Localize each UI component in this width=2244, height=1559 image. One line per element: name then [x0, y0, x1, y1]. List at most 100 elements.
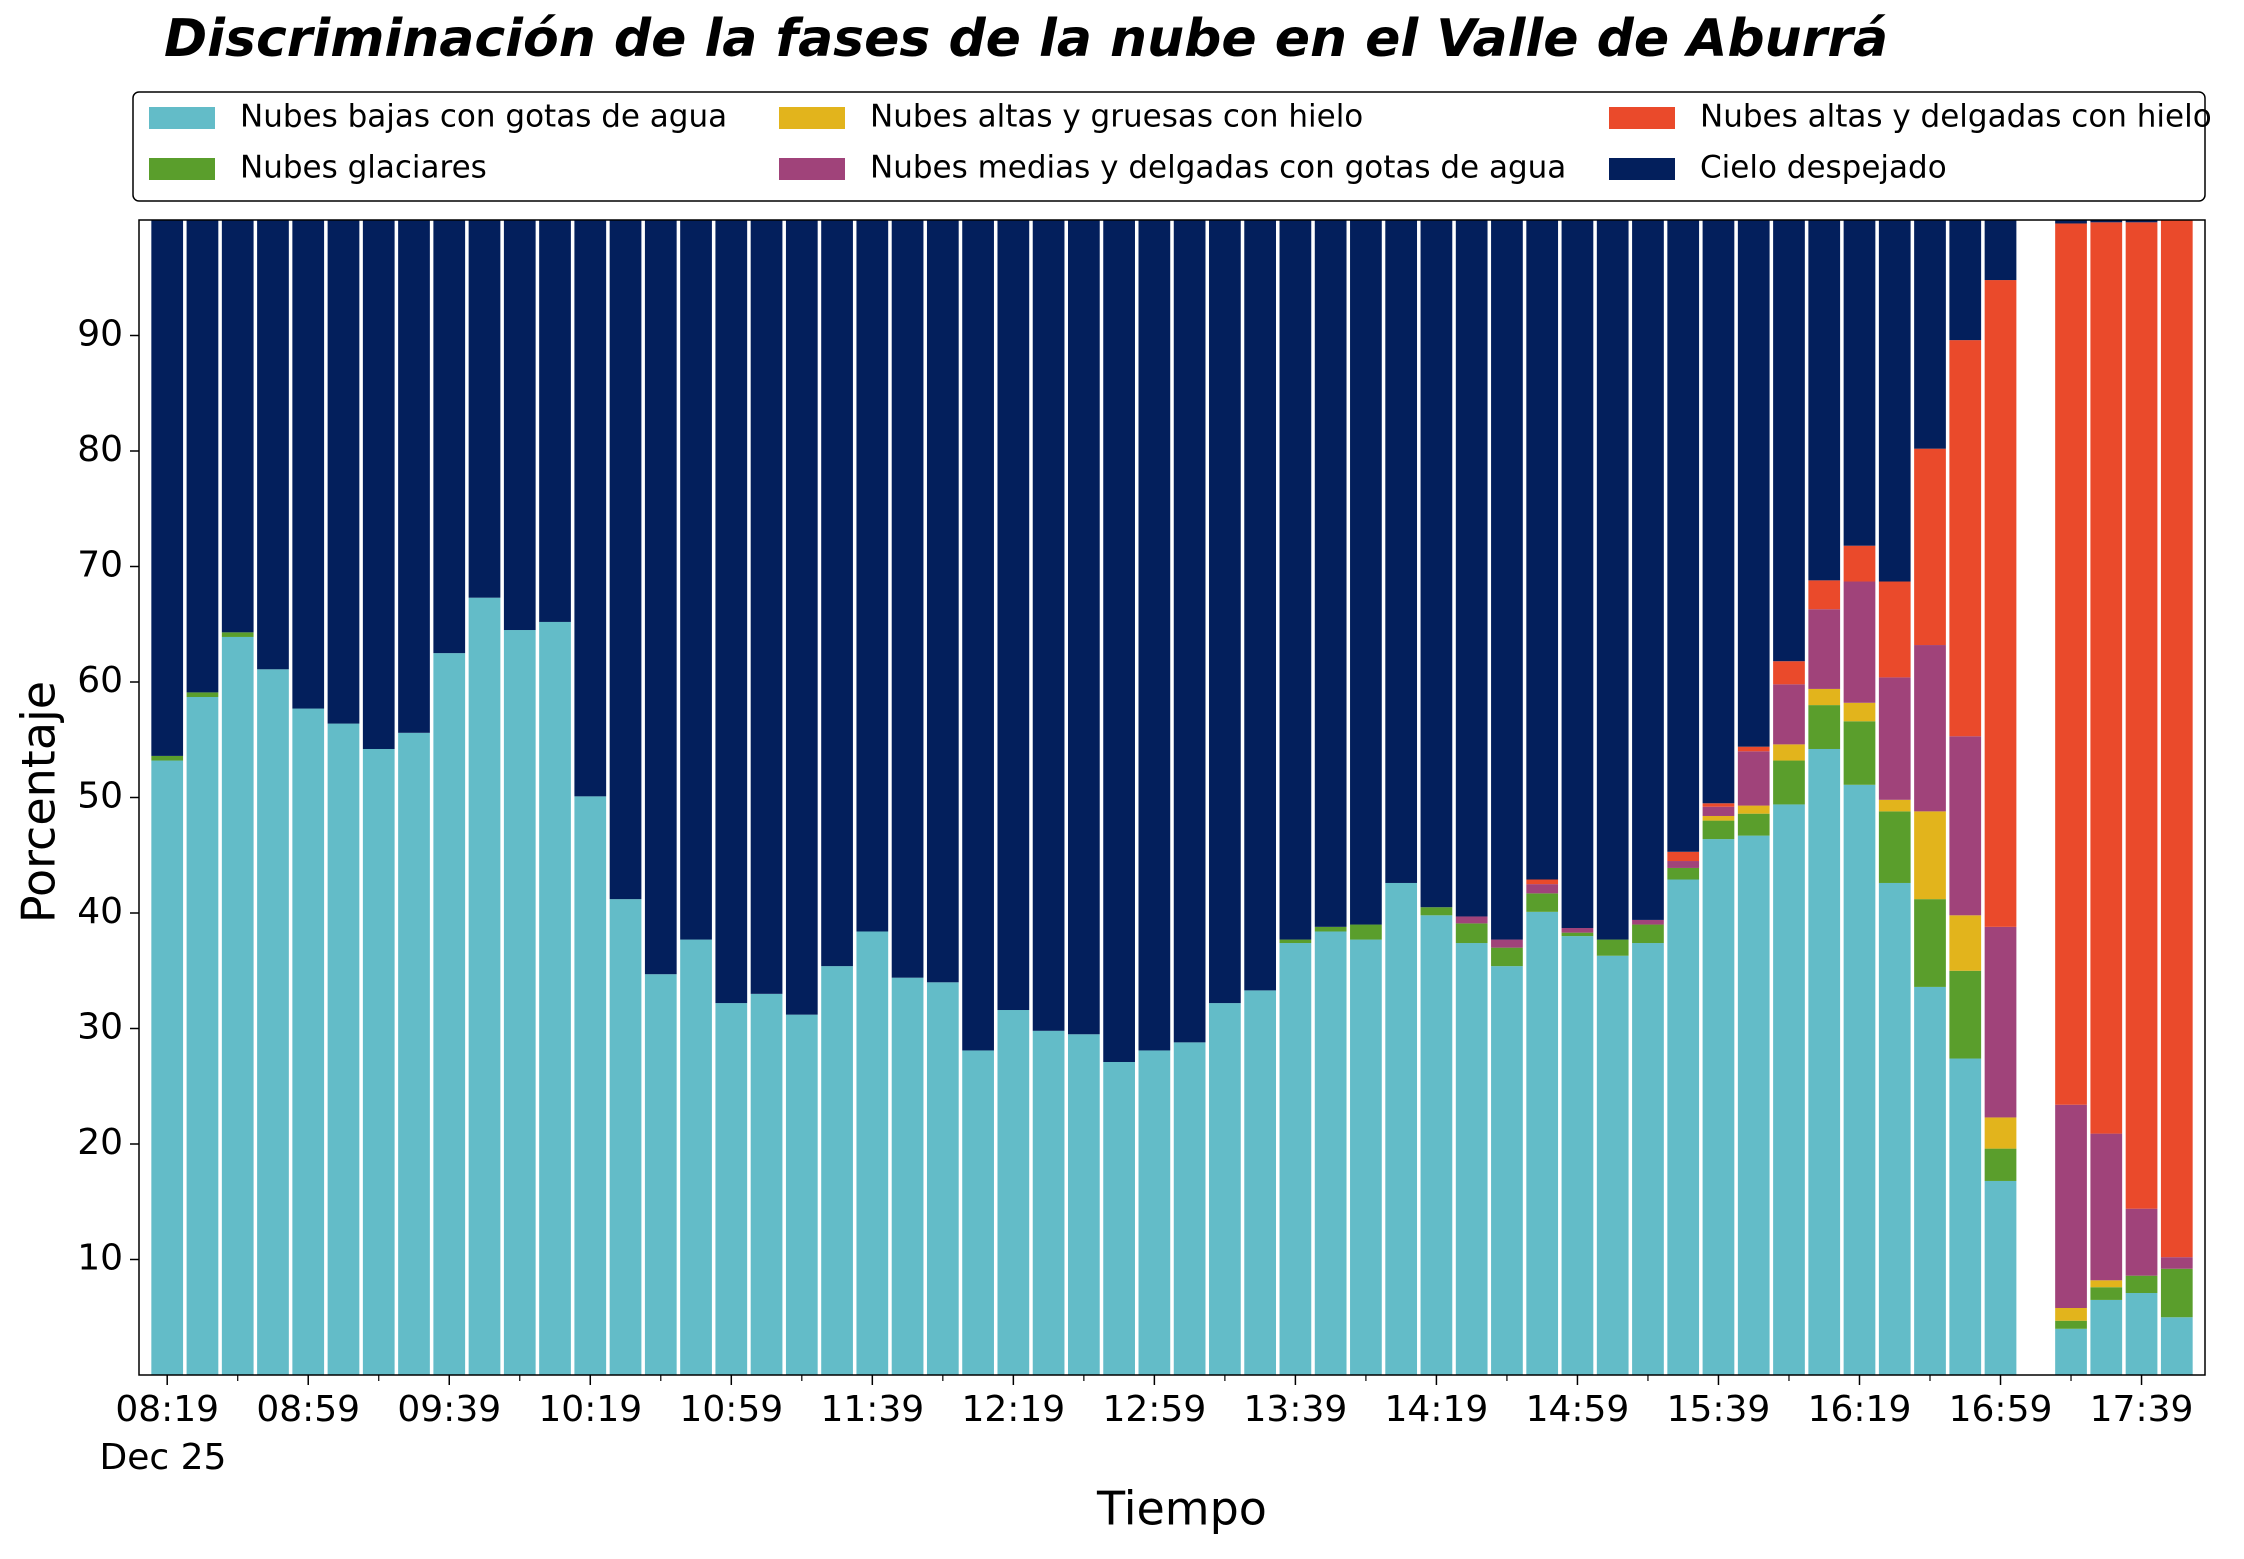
bar-segment: [1702, 839, 1735, 1375]
bar-segment: [1067, 220, 1100, 1035]
bar-segment: [539, 621, 571, 1375]
bar-segment: [1420, 220, 1453, 908]
bar-segment: [2160, 1317, 2193, 1375]
bar-segment: [1773, 804, 1805, 1375]
bar-segment: [1843, 545, 1876, 582]
bar-segment: [1526, 879, 1559, 885]
bar-segment: [1667, 879, 1700, 1375]
bar-segment: [186, 220, 219, 693]
bar-segment: [1491, 947, 1523, 967]
bar-segment: [644, 220, 677, 975]
bar-segment: [1702, 820, 1735, 840]
bar-segment: [1314, 926, 1347, 932]
bar-segment: [1808, 705, 1841, 749]
bar-segment: [221, 220, 254, 633]
bar-segment: [750, 993, 783, 1375]
legend-label: Nubes bajas con gotas de agua: [240, 99, 727, 135]
bar-segment: [1878, 882, 1911, 1375]
bar-segment: [2090, 220, 2123, 223]
bar-segment: [1491, 966, 1523, 1375]
bar-segment: [186, 692, 219, 698]
bar-segment: [2090, 222, 2123, 1134]
bar-segment: [1561, 936, 1594, 1375]
bar-segment: [1949, 220, 1982, 341]
bar-segment: [1350, 924, 1382, 940]
bar-segment: [785, 1014, 818, 1375]
bar-segment: [1949, 915, 1982, 971]
legend-swatch: [149, 107, 215, 129]
bar-segment: [1526, 893, 1559, 912]
bar-segment: [1737, 813, 1770, 836]
x-tick-label: 12:59: [1102, 1389, 1206, 1430]
bar-segment: [1350, 220, 1382, 925]
bar-segment: [1632, 919, 1664, 925]
bar-segment: [1773, 661, 1805, 685]
y-tick-label: 40: [77, 891, 123, 932]
y-tick-label: 70: [77, 545, 123, 586]
x-tick-label: 10:59: [679, 1389, 783, 1430]
bar-segment: [1632, 943, 1664, 1375]
bar-segment: [574, 220, 607, 797]
bar-segment: [327, 723, 360, 1375]
bar-segment: [1808, 748, 1841, 1375]
bar-segment: [1491, 939, 1523, 948]
bar-segment: [1984, 1117, 2017, 1149]
x-tick-label: 16:59: [1949, 1389, 2053, 1430]
bar-segment: [644, 974, 677, 1375]
legend-swatch: [779, 158, 845, 180]
x-tick-label: 14:59: [1526, 1389, 1630, 1430]
bar-segment: [1244, 220, 1277, 991]
bar-segment: [1455, 220, 1488, 917]
x-tick-label: 08:19: [115, 1389, 219, 1430]
bar-segment: [2055, 1328, 2087, 1375]
bar-segment: [926, 982, 959, 1375]
bar-segment: [1773, 684, 1805, 745]
bar-segment: [2125, 1208, 2158, 1276]
legend-box: [132, 91, 2206, 202]
legend-label: Nubes altas y gruesas con hielo: [870, 99, 1363, 135]
bar-segment: [1843, 784, 1876, 1375]
bar-segment: [997, 220, 1030, 1011]
bar-segment: [785, 220, 818, 1015]
x-tick-label: 08:59: [256, 1389, 360, 1430]
bar-segment: [891, 220, 924, 978]
bar-segment: [1455, 923, 1488, 944]
bar-segment: [1914, 220, 1946, 449]
bar-segment: [1702, 803, 1735, 807]
bar-segment: [750, 220, 783, 994]
bar-segment: [1702, 806, 1735, 816]
bar-segment: [2055, 220, 2087, 224]
legend-label: Nubes altas y delgadas con hielo: [1700, 99, 2212, 135]
bar-segment: [2160, 1257, 2193, 1269]
bar-segment: [1914, 448, 1946, 646]
bar-segment: [1279, 943, 1312, 1375]
bar-segment: [1244, 990, 1277, 1375]
bar-segment: [1491, 220, 1523, 940]
bar-segment: [503, 630, 536, 1375]
bar-segment: [292, 220, 325, 709]
legend-label: Nubes glaciares: [240, 150, 487, 186]
bar-segment: [1455, 916, 1488, 924]
bar-segment: [821, 966, 853, 1375]
bar-segment: [1596, 939, 1629, 956]
bar-segment: [1914, 645, 1946, 812]
bar-segment: [1984, 280, 2017, 927]
x-tick-label: 13:39: [1244, 1389, 1348, 1430]
bar-segment: [2160, 1268, 2193, 1318]
bar-segment: [2125, 1292, 2158, 1375]
y-tick-label: 50: [77, 776, 123, 817]
bar-segment: [926, 220, 959, 983]
bar-segment: [1773, 744, 1805, 761]
bar-segment: [2160, 220, 2193, 1258]
x-tick-label: 16:19: [1808, 1389, 1912, 1430]
bar-segment: [1878, 677, 1911, 800]
bar-segment: [1632, 924, 1664, 944]
bar-segment: [856, 220, 889, 932]
y-tick-label: 60: [77, 660, 123, 701]
bar-segment: [433, 220, 466, 654]
bar-segment: [2090, 1133, 2123, 1281]
chart-title: Discriminación de la fases de la nube en…: [164, 9, 1888, 69]
bar-segment: [1067, 1034, 1100, 1375]
bar-segment: [962, 220, 994, 1051]
bar-segment: [503, 220, 536, 631]
